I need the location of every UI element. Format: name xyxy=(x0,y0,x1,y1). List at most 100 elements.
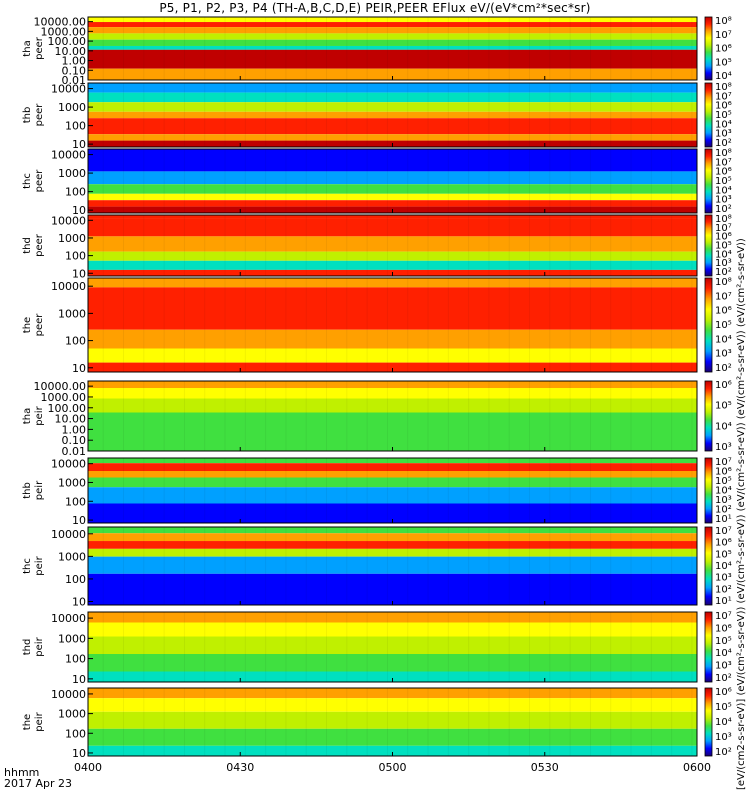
y-tick-label: 100.00 xyxy=(48,402,87,415)
y-tick-label: 100 xyxy=(65,250,86,263)
page-title: P5, P1, P2, P3, P4 (TH-A,B,C,D,E) PEIR,P… xyxy=(159,1,591,15)
y-axis-probe-label: the xyxy=(22,714,33,730)
spectrogram-band xyxy=(88,622,697,637)
colorbar-tick-label: 10⁴ xyxy=(715,561,732,572)
colorbar-tick-label: 10⁴ xyxy=(715,249,732,260)
spectrogram-band xyxy=(88,471,697,478)
colorbar-tick-label: 10² xyxy=(715,363,732,374)
y-tick-label: 10000 xyxy=(51,83,86,96)
colorbar-tick-label: 10³ xyxy=(715,573,732,584)
colorbar-tick-label: 10⁵ xyxy=(715,57,732,68)
spectrogram-band xyxy=(88,49,697,69)
panel-thc-peir: 10000 1000 100 10 thc peir 10⁷10⁶10⁵10⁴10³10²1… xyxy=(22,526,732,609)
colorbar xyxy=(704,148,713,214)
colorbar-tick-label: 10⁵ xyxy=(715,702,732,713)
colorbar-tick-label: 10⁶ xyxy=(715,306,732,317)
colorbar xyxy=(704,82,713,148)
y-tick-label: 10000 xyxy=(51,458,86,471)
colorbar xyxy=(704,277,713,373)
y-tick-label: 100 xyxy=(65,573,86,586)
x-tick-label: 0400 xyxy=(74,761,102,774)
y-tick-label: 10 xyxy=(72,673,86,686)
y-tick-label: 10 xyxy=(72,204,86,217)
y-axis-species-label: peir xyxy=(34,636,45,656)
y-axis-species-label: peer xyxy=(34,36,45,60)
colorbar-tick-label: 10³ xyxy=(715,349,732,360)
spectrogram-band xyxy=(88,33,697,40)
y-tick-label: 100 xyxy=(65,653,86,666)
colorbar xyxy=(704,380,713,452)
spectrogram-band xyxy=(88,541,697,549)
colorbar-tick-label: 10⁷ xyxy=(715,291,732,302)
y-tick-label: 1000.00 xyxy=(41,391,87,404)
y-tick-label: 0.01 xyxy=(62,445,87,458)
y-tick-label: 10 xyxy=(72,362,86,375)
colorbar-tick-label: 10² xyxy=(715,584,732,595)
y-axis-probe-label: thd xyxy=(22,639,33,656)
y-tick-label: 1000 xyxy=(58,708,86,721)
colorbar-tick-label: 10³ xyxy=(715,258,732,269)
y-tick-label: 10000 xyxy=(51,612,86,625)
time-unit-label: hhmm xyxy=(4,766,40,779)
colorbar-tick-label: 10⁷ xyxy=(715,526,732,537)
spectrogram-band xyxy=(88,215,697,219)
colorbar-tick-label: 10² xyxy=(715,747,732,758)
colorbar-tick-label: 10² xyxy=(715,267,732,278)
y-axis-probe-label: thc xyxy=(22,558,33,574)
spectrogram-band xyxy=(88,27,697,34)
colorbar-tick-label: 10³ xyxy=(715,732,732,743)
colorbar-tick-label: 10⁶ xyxy=(715,467,732,478)
colorbar-tick-label: 10⁵ xyxy=(715,241,732,252)
date-label: 2017 Apr 23 xyxy=(4,777,73,790)
spectrogram-band xyxy=(88,39,697,46)
y-axis-species-label: peir xyxy=(34,711,45,731)
spectrogram-band xyxy=(88,134,697,141)
spectrogram-band xyxy=(88,745,697,756)
y-tick-label: 100 xyxy=(65,120,86,133)
panel-thc-peer: 10000 1000 100 10 thc peer 10⁸10⁷10⁶10⁵10⁴10³1… xyxy=(22,148,732,217)
y-tick-label: 10 xyxy=(72,514,86,527)
colorbar-tick-label: 10³ xyxy=(715,495,732,506)
colorbar-tick-label: 10⁸ xyxy=(715,148,732,159)
spectrogram-band xyxy=(88,728,697,746)
colorbar-tick-label: 10⁶ xyxy=(715,687,732,698)
y-tick-label: 10.00 xyxy=(55,45,87,58)
spectrogram-band xyxy=(88,218,697,237)
colorbar xyxy=(704,457,713,524)
spectrogram-band xyxy=(88,329,697,349)
colorbar-tick-label: 10⁵ xyxy=(715,549,732,560)
y-tick-label: 10000 xyxy=(51,214,86,227)
colorbar-tick-label: 10¹ xyxy=(715,514,732,525)
colorbar-tick-label: 10⁷ xyxy=(715,223,732,234)
y-axis-probe-label: tha xyxy=(22,40,33,56)
y-tick-label: 10000.00 xyxy=(34,380,87,393)
panel-the-peir: 10000 1000 100 10 the peir 10⁶ 10⁵ 10⁴ 10³ 10² xyxy=(22,687,732,760)
y-tick-label: 10 xyxy=(72,596,86,609)
spectrogram-band xyxy=(88,184,697,194)
y-tick-label: 10000 xyxy=(51,149,86,162)
spectrogram-band xyxy=(88,381,697,388)
spectrogram-band xyxy=(88,398,697,413)
y-axis-probe-label: thd xyxy=(22,237,33,254)
y-tick-label: 100 xyxy=(65,335,86,348)
colorbar xyxy=(704,687,713,757)
spectrogram-band xyxy=(88,533,697,542)
y-tick-label: 1.00 xyxy=(62,423,87,436)
colorbar-tick-label: 10⁸ xyxy=(715,16,732,27)
y-tick-label: 0.10 xyxy=(62,64,87,77)
colorbar-tick-label: 10² xyxy=(715,204,732,215)
y-tick-label: 1000 xyxy=(58,232,86,245)
y-axis-species-label: peir xyxy=(34,555,45,575)
y-tick-label: 1000 xyxy=(58,632,86,645)
colorbar-tick-label: 10³ xyxy=(715,442,732,453)
y-axis-species-label: peer xyxy=(34,103,45,127)
y-tick-label: 10 xyxy=(72,267,86,280)
spectrogram-band xyxy=(88,463,697,471)
y-tick-label: 10000 xyxy=(51,280,86,293)
spectrogram-band xyxy=(88,193,697,201)
colorbar-tick-label: 10⁵ xyxy=(715,320,732,331)
spectrogram-band xyxy=(88,477,697,488)
colorbar-tick-label: 10⁵ xyxy=(715,476,732,487)
